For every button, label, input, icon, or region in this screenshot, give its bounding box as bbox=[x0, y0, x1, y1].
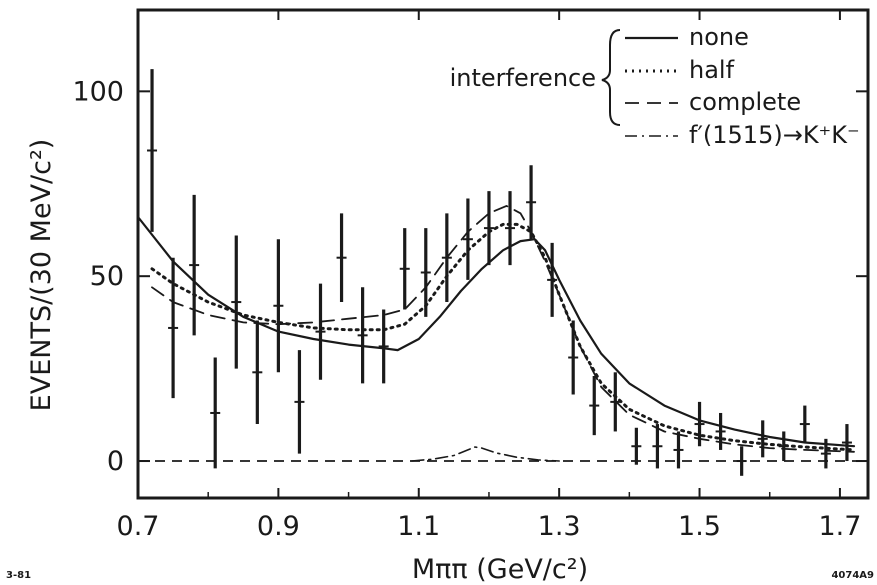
legend-brace bbox=[601, 29, 621, 126]
x-tick-label: 0.9 bbox=[257, 511, 300, 542]
data-point bbox=[378, 309, 389, 384]
data-point bbox=[420, 228, 431, 317]
data-point bbox=[357, 287, 368, 384]
x-tick-label: 1.3 bbox=[538, 511, 581, 542]
data-point bbox=[778, 431, 789, 462]
data-point bbox=[652, 424, 663, 469]
y-tick-label: 100 bbox=[72, 76, 124, 107]
y-axis-label: EVENTS/(30 MeV/c²) bbox=[26, 139, 57, 412]
x-tick-label: 0.7 bbox=[117, 511, 160, 542]
data-point bbox=[547, 242, 558, 317]
data-point bbox=[757, 420, 768, 458]
data-point bbox=[399, 228, 410, 310]
curve-dashed bbox=[151, 205, 855, 453]
data-point bbox=[736, 446, 747, 476]
curves bbox=[136, 205, 856, 462]
data-point bbox=[441, 213, 452, 303]
curve-dotted bbox=[150, 222, 856, 452]
curve-solid bbox=[136, 215, 856, 448]
data-point bbox=[336, 213, 347, 303]
data-point bbox=[147, 69, 158, 232]
data-point bbox=[526, 165, 537, 240]
corner-right-text: 4074A9 bbox=[831, 570, 874, 581]
data-point bbox=[799, 405, 810, 443]
curve-dashdot bbox=[411, 446, 560, 462]
data-point bbox=[631, 427, 642, 465]
data-point bbox=[505, 191, 516, 266]
data-point bbox=[568, 320, 579, 395]
data-point bbox=[168, 257, 179, 399]
x-tick-label: 1.7 bbox=[818, 511, 861, 542]
data-point bbox=[841, 424, 852, 462]
corner-left-text: 3-81 bbox=[6, 570, 31, 581]
data-point bbox=[231, 235, 242, 369]
data-point bbox=[589, 376, 600, 436]
x-tick-label: 1.1 bbox=[397, 511, 440, 542]
legend: none half complete f′(1515)→K⁺K⁻ interferenc… bbox=[450, 23, 860, 149]
data-point bbox=[210, 357, 221, 469]
data-point bbox=[462, 198, 473, 280]
y-tick-label: 0 bbox=[107, 446, 124, 477]
data-point bbox=[315, 283, 326, 380]
data-point bbox=[610, 372, 621, 432]
data-point bbox=[252, 320, 263, 425]
legend-label-dashed: complete bbox=[689, 88, 801, 116]
data-point bbox=[189, 194, 200, 336]
data-point bbox=[294, 350, 305, 454]
data-point bbox=[273, 239, 284, 373]
data-point bbox=[820, 438, 831, 469]
legend-group-label: interference bbox=[450, 64, 596, 92]
data-point bbox=[483, 191, 494, 266]
axis-ticks bbox=[137, 10, 868, 498]
data-points bbox=[147, 69, 852, 476]
legend-label-dashdot: f′(1515)→K⁺K⁻ bbox=[689, 121, 860, 149]
data-point bbox=[715, 412, 726, 450]
x-axis-label: Mππ (GeV/c²) bbox=[412, 554, 588, 585]
plot-frame-rect bbox=[136, 8, 870, 500]
data-point bbox=[694, 401, 705, 447]
legend-label-solid: none bbox=[689, 23, 749, 51]
data-point bbox=[673, 431, 684, 469]
y-tick-label: 50 bbox=[90, 261, 124, 292]
plot-frame bbox=[136, 8, 870, 500]
x-tick-label: 1.5 bbox=[678, 511, 721, 542]
legend-label-dotted: half bbox=[689, 56, 735, 84]
tick-labels: 0.7 0.9 1.1 1.3 1.5 1.7 0 50 100 bbox=[72, 76, 861, 542]
